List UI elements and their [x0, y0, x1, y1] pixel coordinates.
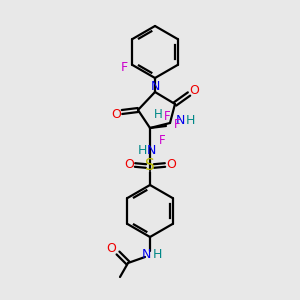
Text: O: O — [189, 83, 199, 97]
Text: F: F — [159, 134, 165, 146]
Text: H: H — [154, 107, 162, 121]
Text: F: F — [174, 118, 180, 130]
Text: N: N — [141, 248, 151, 262]
Text: H: H — [185, 113, 195, 127]
Text: F: F — [121, 61, 128, 74]
Text: O: O — [166, 158, 176, 170]
Text: N: N — [150, 80, 160, 94]
Text: O: O — [106, 242, 116, 254]
Text: S: S — [145, 158, 155, 173]
Text: N: N — [146, 145, 156, 158]
Text: N: N — [175, 113, 185, 127]
Text: F: F — [164, 110, 170, 124]
Text: H: H — [152, 248, 162, 262]
Text: H: H — [137, 145, 147, 158]
Text: O: O — [111, 107, 121, 121]
Text: O: O — [124, 158, 134, 170]
